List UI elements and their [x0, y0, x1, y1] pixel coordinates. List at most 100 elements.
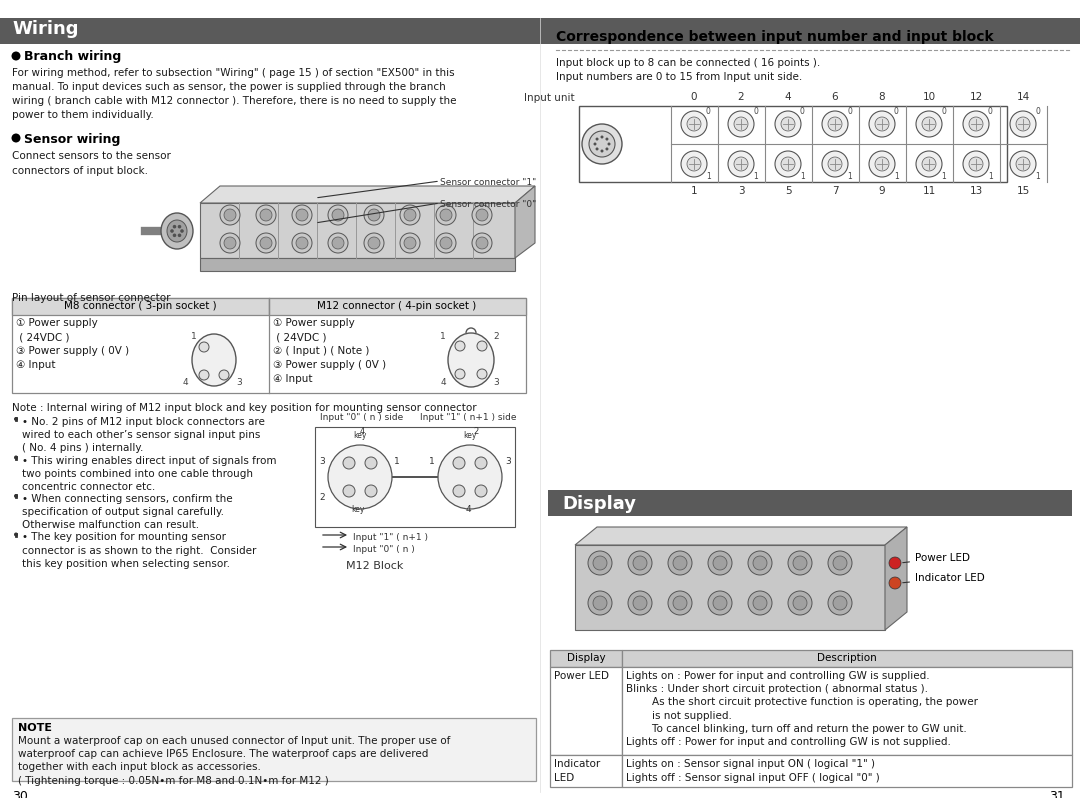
Text: key: key	[351, 505, 365, 514]
Text: 1: 1	[753, 172, 758, 181]
Circle shape	[969, 117, 983, 131]
Text: ① Power supply
 ( 24VDC )
② ( Input ) ( Note )
③ Power supply ( 0V )
④ Input: ① Power supply ( 24VDC ) ② ( Input ) ( N…	[273, 318, 387, 384]
Circle shape	[1016, 117, 1030, 131]
Circle shape	[593, 596, 607, 610]
Circle shape	[173, 234, 176, 237]
Circle shape	[607, 143, 610, 145]
Text: 30: 30	[12, 790, 28, 798]
Text: 1: 1	[847, 172, 852, 181]
Text: 1: 1	[1035, 172, 1040, 181]
Circle shape	[343, 485, 355, 497]
Circle shape	[14, 456, 18, 460]
Ellipse shape	[192, 334, 237, 386]
Circle shape	[260, 209, 272, 221]
Text: Display: Display	[567, 653, 605, 663]
Circle shape	[476, 209, 488, 221]
Circle shape	[875, 157, 889, 171]
Circle shape	[364, 233, 384, 253]
Circle shape	[828, 551, 852, 575]
Text: ① Power supply
 ( 24VDC )
③ Power supply ( 0V )
④ Input: ① Power supply ( 24VDC ) ③ Power supply …	[16, 318, 130, 370]
Circle shape	[869, 151, 895, 177]
Circle shape	[400, 233, 420, 253]
Circle shape	[793, 556, 807, 570]
Circle shape	[14, 532, 18, 536]
Circle shape	[889, 577, 901, 589]
Text: key: key	[353, 431, 367, 440]
Text: Correspondence between input number and input block: Correspondence between input number and …	[556, 30, 994, 44]
Text: Input "0" ( n ) side: Input "0" ( n ) side	[320, 413, 403, 422]
Circle shape	[963, 111, 989, 137]
Bar	[0, 18, 1080, 44]
Circle shape	[1010, 151, 1036, 177]
Circle shape	[12, 133, 21, 143]
Bar	[12, 298, 526, 393]
Text: 1: 1	[894, 172, 899, 181]
Text: 10: 10	[922, 92, 935, 102]
Bar	[550, 755, 622, 787]
Circle shape	[687, 117, 701, 131]
Circle shape	[368, 237, 380, 249]
Circle shape	[438, 445, 502, 509]
Circle shape	[963, 151, 989, 177]
Text: Sensor wiring: Sensor wiring	[24, 133, 120, 146]
Circle shape	[669, 591, 692, 615]
Circle shape	[453, 457, 465, 469]
Circle shape	[595, 137, 598, 140]
Text: 1: 1	[429, 457, 435, 466]
Ellipse shape	[448, 333, 494, 387]
Text: • The key position for mounting sensor
connector is as shown to the right.  Cons: • The key position for mounting sensor c…	[22, 532, 256, 569]
Text: 1: 1	[394, 457, 400, 466]
Circle shape	[260, 237, 272, 249]
Text: Input "1" ( n+1 ) side: Input "1" ( n+1 ) side	[420, 413, 516, 422]
Circle shape	[180, 229, 184, 233]
Circle shape	[875, 117, 889, 131]
Text: 5: 5	[785, 186, 792, 196]
Ellipse shape	[161, 213, 193, 249]
Polygon shape	[885, 527, 907, 630]
Bar	[315, 427, 515, 527]
Circle shape	[219, 370, 229, 380]
Circle shape	[256, 205, 276, 225]
Text: • No. 2 pins of M12 input block connectors are
wired to each other’s sensor sign: • No. 2 pins of M12 input block connecto…	[22, 417, 265, 453]
Text: key: key	[463, 431, 476, 440]
Text: 13: 13	[970, 186, 983, 196]
Circle shape	[793, 596, 807, 610]
Text: 14: 14	[1016, 92, 1029, 102]
Circle shape	[328, 205, 348, 225]
Circle shape	[199, 342, 210, 352]
Text: 3: 3	[320, 457, 325, 466]
Circle shape	[748, 591, 772, 615]
Text: 0: 0	[1035, 107, 1040, 116]
Circle shape	[708, 591, 732, 615]
Circle shape	[14, 417, 18, 421]
Text: 2: 2	[473, 427, 478, 436]
Circle shape	[224, 209, 237, 221]
Text: 12: 12	[970, 92, 983, 102]
Text: 4: 4	[465, 505, 471, 514]
Circle shape	[455, 341, 465, 351]
Polygon shape	[515, 186, 535, 258]
Circle shape	[332, 209, 345, 221]
Bar	[622, 667, 1072, 755]
Circle shape	[916, 111, 942, 137]
Circle shape	[889, 557, 901, 569]
Text: Indicator LED: Indicator LED	[903, 573, 985, 583]
Circle shape	[588, 591, 612, 615]
Circle shape	[828, 117, 842, 131]
Circle shape	[476, 237, 488, 249]
Text: Indicator
LED: Indicator LED	[554, 759, 600, 783]
Circle shape	[593, 556, 607, 570]
Circle shape	[594, 143, 596, 145]
Circle shape	[256, 233, 276, 253]
Circle shape	[708, 551, 732, 575]
Bar	[550, 650, 622, 667]
Circle shape	[343, 457, 355, 469]
Text: Lights on : Sensor signal input ON ( logical "1" )
Lights off : Sensor signal in: Lights on : Sensor signal input ON ( log…	[626, 759, 880, 783]
Text: Sensor connector "1": Sensor connector "1"	[440, 178, 537, 187]
Circle shape	[12, 52, 21, 61]
Bar	[12, 298, 269, 315]
Text: 4: 4	[785, 92, 792, 102]
Circle shape	[753, 556, 767, 570]
Circle shape	[600, 136, 604, 139]
Circle shape	[633, 556, 647, 570]
